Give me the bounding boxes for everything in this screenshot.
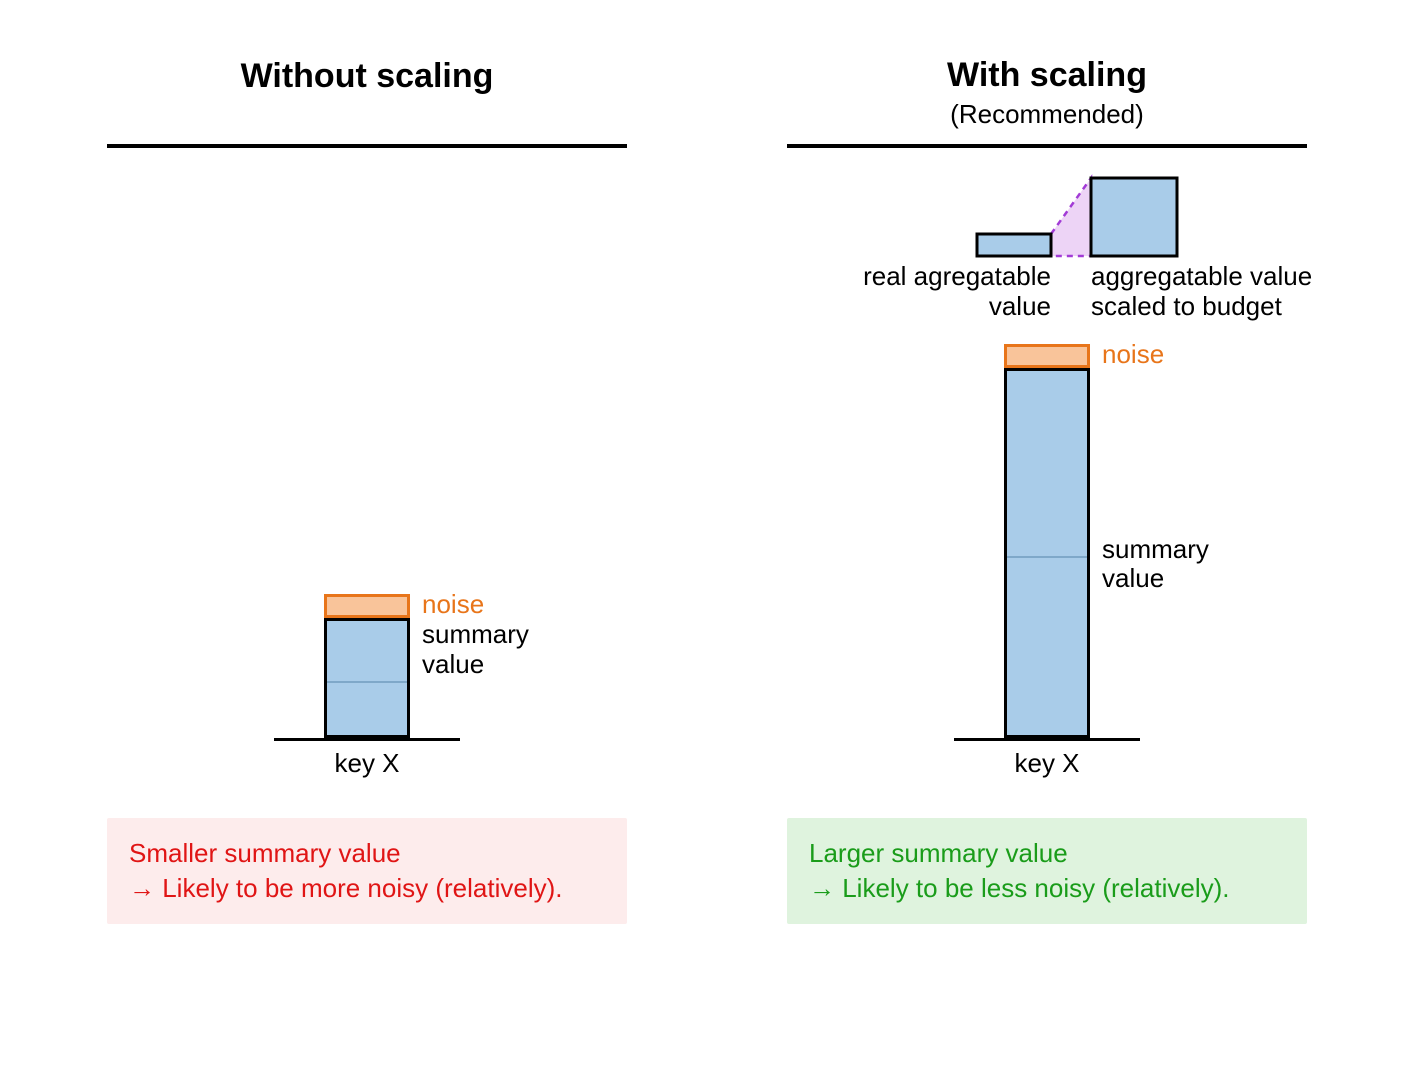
summary-bar-midline-left (327, 681, 407, 683)
callout-left: Smaller summary value → Likely to be mor… (107, 818, 627, 924)
legend-small-label: real agregatable value (767, 262, 1051, 322)
column-without-scaling: Without scaling noise summary value key … (87, 30, 647, 924)
diagram-root: Without scaling noise summary value key … (60, 30, 1354, 924)
legend-left-empty (87, 148, 647, 338)
axis-baseline-right (954, 738, 1140, 741)
legend-big-label: aggregatable value scaled to budget (1091, 262, 1312, 322)
chart-right: noise summary value key X (767, 338, 1327, 788)
header-left: Without scaling (107, 30, 627, 148)
axis-label-left: key X (87, 748, 647, 779)
callout-right-line1: Larger summary value (809, 838, 1068, 868)
axis-label-right: key X (767, 748, 1327, 779)
header-right: With scaling (Recommended) (787, 30, 1307, 148)
axis-baseline-left (274, 738, 460, 741)
summary-label-left: summary value (422, 620, 529, 680)
summary-bar-midline-right (1007, 556, 1087, 558)
noise-bar-right (1004, 344, 1090, 368)
column-with-scaling: With scaling (Recommended) real agregata… (767, 30, 1327, 924)
summary-bar-right (1004, 368, 1090, 738)
chart-left: noise summary value key X (87, 338, 647, 788)
legend-small-label-line2: value (989, 291, 1051, 321)
noise-bar-left (324, 594, 410, 618)
callout-right-line2: → Likely to be less noisy (relatively). (809, 873, 1229, 903)
title-left: Without scaling (241, 57, 494, 96)
summary-label-left-line1: summary (422, 619, 529, 649)
callout-left-line2: → Likely to be more noisy (relatively). (129, 873, 562, 903)
summary-label-right: summary value (1102, 535, 1209, 595)
summary-label-right-line1: summary (1102, 534, 1209, 564)
callout-left-line1: Smaller summary value (129, 838, 401, 868)
summary-bar-left (324, 618, 410, 738)
callout-right: Larger summary value → Likely to be less… (787, 818, 1307, 924)
legend-right: real agregatable value aggregatable valu… (767, 148, 1327, 338)
summary-label-left-line2: value (422, 649, 484, 679)
summary-label-right-line2: value (1102, 563, 1164, 593)
legend-small-label-line1: real agregatable (863, 261, 1051, 291)
noise-label-left: noise (422, 590, 484, 620)
legend-big-label-line2: scaled to budget (1091, 291, 1282, 321)
noise-label-right: noise (1102, 340, 1164, 370)
title-right: With scaling (947, 56, 1147, 95)
legend-big-label-line1: aggregatable value (1091, 261, 1312, 291)
subtitle-right: (Recommended) (950, 99, 1144, 130)
